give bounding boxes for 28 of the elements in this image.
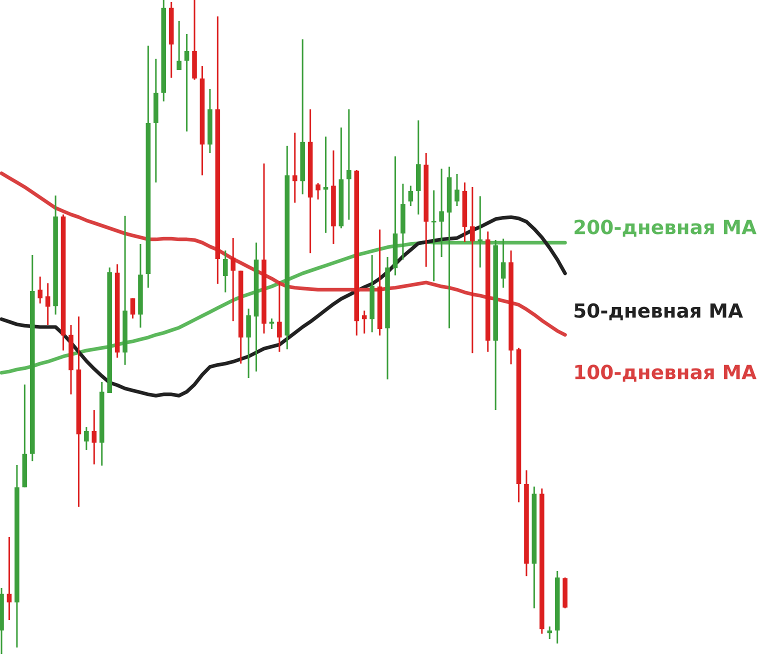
candlestick bbox=[470, 186, 475, 354]
candlestick bbox=[230, 237, 236, 322]
candlestick bbox=[362, 310, 367, 334]
candlestick bbox=[176, 20, 182, 71]
candlestick bbox=[38, 276, 43, 304]
series-label: 100-дневная MA bbox=[575, 364, 756, 382]
candlestick bbox=[316, 182, 320, 200]
candlestick bbox=[323, 136, 328, 234]
series-label: 50-дневная MA bbox=[574, 303, 743, 320]
candlestick bbox=[547, 626, 552, 640]
series-label: 200-дневная MA bbox=[574, 220, 756, 237]
candlestick bbox=[184, 33, 190, 132]
candlestick bbox=[246, 308, 251, 379]
candlestick bbox=[454, 173, 460, 207]
candlestick bbox=[478, 195, 483, 268]
candlestick bbox=[500, 238, 506, 289]
candlestick bbox=[277, 280, 282, 353]
candlestick bbox=[84, 426, 89, 451]
candlestick bbox=[92, 409, 97, 466]
candlestick bbox=[130, 297, 136, 320]
candlestick bbox=[45, 282, 50, 326]
candlestick bbox=[408, 184, 414, 207]
candlestick bbox=[6, 536, 12, 621]
candlestick bbox=[439, 168, 444, 258]
candlestick bbox=[223, 250, 228, 294]
candlestick bbox=[431, 190, 436, 282]
candlestick bbox=[346, 108, 352, 221]
candlestick bbox=[292, 132, 298, 204]
